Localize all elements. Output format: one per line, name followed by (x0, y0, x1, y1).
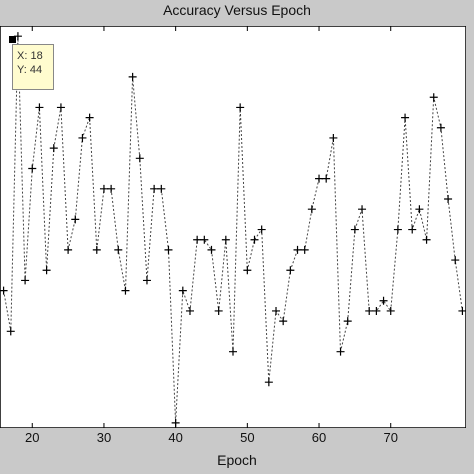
data-point-marker (286, 266, 295, 275)
data-point-marker (358, 205, 367, 214)
data-point-marker (21, 276, 30, 285)
data-point-marker (415, 205, 424, 214)
data-point-marker (114, 245, 123, 254)
data-point-marker (135, 154, 144, 163)
data-point-marker (401, 113, 410, 122)
data-point-marker (408, 225, 417, 234)
x-tick-label: 30 (96, 430, 112, 445)
data-point-marker (28, 164, 37, 173)
data-point-marker (35, 103, 44, 112)
data-point-marker (157, 184, 166, 193)
data-point-marker (307, 205, 316, 214)
data-point-marker (272, 306, 281, 315)
chart-title: Accuracy Versus Epoch (163, 2, 311, 18)
data-point-marker (372, 306, 381, 315)
plot-area (0, 26, 466, 428)
data-point-marker (49, 144, 58, 153)
data-point-marker (393, 225, 402, 234)
x-axis-label: Epoch (217, 452, 257, 468)
data-point-marker (128, 72, 137, 81)
data-point-marker (171, 418, 180, 427)
plot-frame (0, 26, 466, 428)
data-point-marker (164, 245, 173, 254)
data-point-marker (329, 133, 338, 142)
data-point-marker (150, 184, 159, 193)
data-point-marker (42, 266, 51, 275)
data-point-marker (458, 306, 466, 315)
data-point-marker (78, 133, 87, 142)
data-point-marker (107, 184, 116, 193)
data-point-marker (322, 174, 331, 183)
data-point-marker (178, 286, 187, 295)
data-point-marker (444, 195, 453, 204)
data-point-marker (264, 378, 273, 387)
data-point-marker (200, 235, 209, 244)
data-point-marker (64, 245, 73, 254)
data-point-marker (343, 317, 352, 326)
data-point-marker (71, 215, 80, 224)
x-tick-label: 50 (240, 430, 255, 445)
data-point-marker (207, 245, 216, 254)
data-point-marker (422, 235, 431, 244)
data-point-marker (243, 266, 252, 275)
data-point-marker (429, 93, 438, 102)
datatip: X: 18 Y: 44 (12, 44, 54, 90)
data-point-marker (0, 286, 8, 295)
data-point-marker (379, 296, 388, 305)
data-point-marker (257, 225, 266, 234)
series-markers (0, 32, 466, 427)
data-point-marker (236, 103, 245, 112)
data-point-marker (214, 306, 223, 315)
data-point-marker (350, 225, 359, 234)
data-point-marker (193, 235, 202, 244)
x-tick-label: 60 (311, 430, 327, 445)
datatip-x: X: 18 (17, 50, 43, 62)
data-point-marker (386, 306, 395, 315)
data-point-marker (92, 245, 101, 254)
data-point-marker (142, 276, 151, 285)
data-point-marker (315, 174, 324, 183)
data-point-marker (85, 113, 94, 122)
data-point-marker (336, 347, 345, 356)
data-point-marker (229, 347, 237, 356)
data-point-marker (365, 306, 374, 315)
data-point-marker (121, 286, 130, 295)
data-point-marker (56, 103, 65, 112)
x-tick-label: 40 (168, 430, 183, 445)
datatip-y: Y: 44 (17, 64, 43, 76)
data-point-marker (279, 317, 288, 326)
data-point-marker (250, 235, 259, 244)
x-tick-label: 20 (25, 430, 40, 445)
data-point-marker (99, 184, 108, 193)
data-point-marker (293, 245, 302, 254)
data-point-marker (185, 306, 194, 315)
data-point-marker (436, 123, 445, 132)
data-point-marker (6, 327, 15, 336)
data-point-marker (221, 235, 230, 244)
data-point-marker (300, 245, 309, 254)
datatip-marker[interactable] (9, 36, 16, 43)
x-tick-label: 70 (383, 430, 398, 445)
data-point-marker (451, 256, 460, 265)
